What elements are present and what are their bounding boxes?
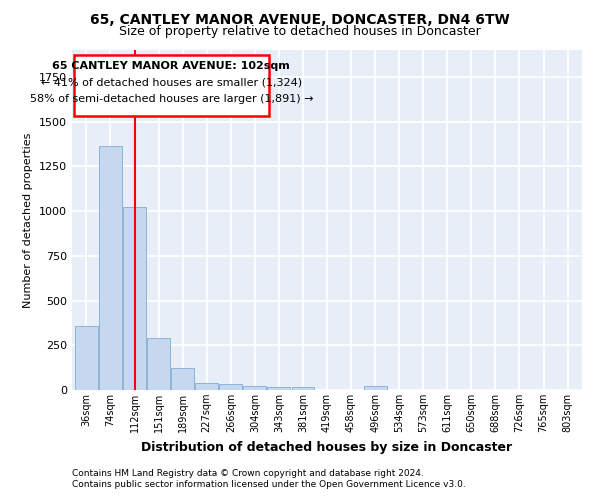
Bar [147, 338, 170, 390]
Bar [123, 208, 146, 390]
Bar [171, 368, 194, 390]
Bar [268, 387, 290, 390]
FancyBboxPatch shape [74, 56, 269, 116]
Bar [244, 386, 266, 390]
Text: Size of property relative to detached houses in Doncaster: Size of property relative to detached ho… [119, 25, 481, 38]
X-axis label: Distribution of detached houses by size in Doncaster: Distribution of detached houses by size … [142, 440, 512, 454]
Text: 58% of semi-detached houses are larger (1,891) →: 58% of semi-detached houses are larger (… [29, 94, 313, 104]
Text: Contains HM Land Registry data © Crown copyright and database right 2024.: Contains HM Land Registry data © Crown c… [72, 468, 424, 477]
Bar [99, 146, 122, 390]
Bar [195, 383, 218, 390]
Text: Contains public sector information licensed under the Open Government Licence v3: Contains public sector information licen… [72, 480, 466, 489]
Bar [364, 386, 386, 390]
Bar [75, 326, 98, 390]
Text: 65, CANTLEY MANOR AVENUE, DONCASTER, DN4 6TW: 65, CANTLEY MANOR AVENUE, DONCASTER, DN4… [90, 12, 510, 26]
Y-axis label: Number of detached properties: Number of detached properties [23, 132, 34, 308]
Bar [292, 388, 314, 390]
Bar [220, 384, 242, 390]
Text: 65 CANTLEY MANOR AVENUE: 102sqm: 65 CANTLEY MANOR AVENUE: 102sqm [52, 60, 290, 70]
Text: ← 41% of detached houses are smaller (1,324): ← 41% of detached houses are smaller (1,… [41, 78, 302, 88]
